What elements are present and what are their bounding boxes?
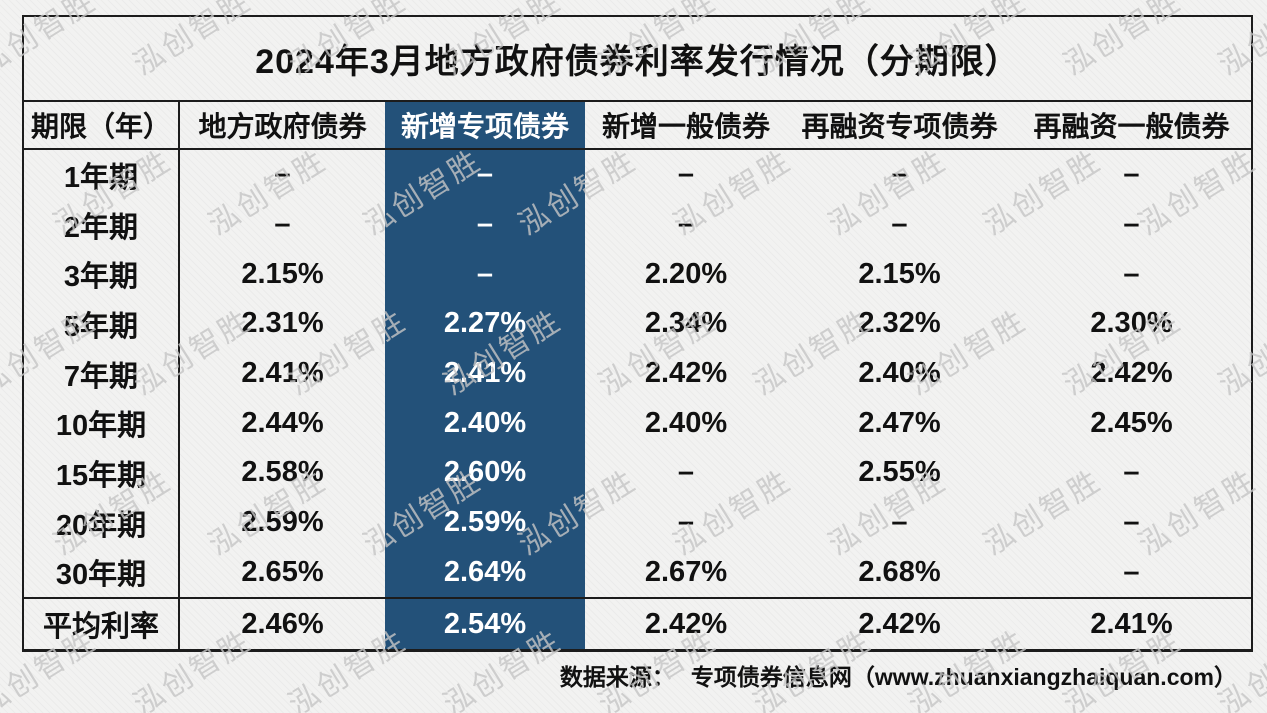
table-row: 2年期 – – – – –	[24, 199, 1251, 250]
table-header-row: 期限（年） 地方政府债券 新增专项债券 新增一般债券 再融资专项债券 再融资一般…	[24, 100, 1251, 150]
rate-cell: –	[1123, 208, 1140, 240]
rate-cell: 2.32%	[858, 307, 941, 340]
rate-cell: 2.68%	[858, 555, 941, 588]
data-source: 数据来源： 专项债券信息网（www.zhuanxiangzhaiquan.com）	[560, 658, 1237, 692]
rate-cell: 2.67%	[644, 555, 728, 588]
rate-cell: 2.31%	[241, 307, 324, 340]
rate-cell: –	[891, 208, 908, 240]
rate-cell: –	[891, 506, 908, 539]
rate-cell: 2.41%	[385, 348, 585, 399]
rate-cell: –	[1123, 158, 1140, 191]
rate-cell: 2.42%	[858, 607, 941, 640]
table-row: 7年期 2.41% 2.41% 2.42% 2.40% 2.42%	[24, 348, 1251, 399]
rate-cell: 2.64%	[385, 547, 585, 598]
rate-cell: 2.41%	[241, 357, 324, 390]
term-label: 2年期	[24, 199, 180, 250]
rate-cell: –	[385, 150, 585, 200]
rate-cell: –	[677, 506, 695, 539]
header-new-general-bonds: 新增一般债券	[601, 111, 770, 142]
table-row: 10年期 2.44% 2.40% 2.40% 2.47% 2.45%	[24, 398, 1251, 449]
rate-cell: 2.54%	[385, 599, 585, 649]
rate-cell: –	[1123, 257, 1140, 290]
term-label: 20年期	[24, 497, 180, 548]
rate-cell: –	[1123, 506, 1140, 539]
rate-cell: 2.42%	[644, 357, 728, 390]
table-row: 1年期 – – – – –	[24, 150, 1251, 200]
rate-cell: 2.40%	[858, 357, 941, 390]
rate-cell: 2.44%	[241, 406, 324, 439]
rate-cell: 2.41%	[1090, 607, 1173, 640]
rate-cell: –	[1123, 456, 1140, 489]
rate-cell: 2.15%	[858, 257, 941, 290]
rate-cell: 2.30%	[1090, 307, 1173, 340]
rate-cell: 2.46%	[241, 607, 324, 640]
term-label: 30年期	[24, 547, 180, 598]
rate-cell: 2.65%	[241, 555, 324, 588]
rate-table: 2024年3月地方政府债券利率发行情况（分期限） 期限（年） 地方政府债券 新增…	[22, 15, 1253, 652]
header-refinancing-general-bonds: 再融资一般债券	[1033, 111, 1230, 142]
term-label: 7年期	[24, 348, 180, 399]
header-new-special-bonds: 新增专项债券	[385, 102, 585, 148]
data-source-text: 专项债券信息网（www.zhuanxiangzhaiquan.com）	[690, 664, 1237, 690]
table-body: 1年期 – – – – – 2年期 – – – – – 3年期 2.15% – …	[24, 150, 1251, 598]
table-row: 30年期 2.65% 2.64% 2.67% 2.68% –	[24, 547, 1251, 598]
rate-cell: 2.40%	[385, 398, 585, 449]
rate-cell: 2.27%	[385, 299, 585, 349]
term-label: 5年期	[24, 299, 180, 349]
table-title: 2024年3月地方政府债券利率发行情况（分期限）	[255, 43, 1020, 81]
header-local-government-bonds: 地方政府债券	[198, 111, 367, 142]
table-row: 20年期 2.59% 2.59% – – –	[24, 497, 1251, 548]
rate-cell: 2.47%	[858, 406, 941, 439]
rate-cell: –	[677, 208, 695, 240]
rate-cell: –	[677, 456, 695, 489]
header-term: 期限（年）	[24, 102, 180, 148]
rate-cell: –	[385, 249, 585, 300]
rate-cell: –	[274, 158, 291, 191]
term-label: 15年期	[24, 448, 180, 498]
table-row: 5年期 2.31% 2.27% 2.34% 2.32% 2.30%	[24, 299, 1251, 349]
table-row: 3年期 2.15% – 2.20% 2.15% –	[24, 249, 1251, 300]
average-rate-row: 平均利率 2.46% 2.54% 2.42% 2.42% 2.41%	[24, 597, 1251, 649]
term-label: 10年期	[24, 398, 180, 449]
rate-cell: 2.15%	[241, 257, 324, 290]
rate-cell: –	[274, 208, 291, 240]
rate-cell: 2.55%	[858, 456, 941, 489]
rate-cell: 2.60%	[385, 448, 585, 498]
rate-cell: 2.45%	[1090, 406, 1173, 439]
rate-cell: –	[891, 158, 908, 191]
rate-cell: 2.59%	[241, 506, 324, 539]
term-label: 1年期	[24, 150, 180, 200]
rate-cell: –	[1123, 555, 1140, 588]
rate-cell: –	[385, 199, 585, 250]
header-refinancing-special-bonds: 再融资专项债券	[801, 111, 998, 142]
rate-cell: 2.34%	[644, 307, 728, 340]
rate-cell: 2.58%	[241, 456, 324, 489]
table-row: 15年期 2.58% 2.60% – 2.55% –	[24, 448, 1251, 498]
rate-cell: 2.59%	[385, 497, 585, 548]
rate-cell: 2.42%	[1090, 357, 1173, 390]
rate-cell: –	[677, 158, 695, 191]
average-label: 平均利率	[24, 599, 180, 649]
rate-cell: 2.20%	[644, 257, 728, 290]
rate-cell: 2.42%	[644, 607, 728, 640]
data-source-label: 数据来源：	[559, 664, 675, 690]
term-label: 3年期	[24, 249, 180, 300]
rate-cell: 2.40%	[644, 406, 728, 439]
